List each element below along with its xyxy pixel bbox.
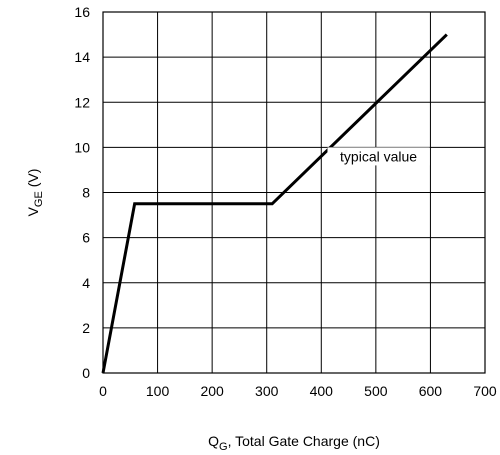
x-tick-labels: 0 100 200 300 400 500 600 700 <box>99 383 497 399</box>
grid-lines <box>102 11 486 374</box>
plot-frame <box>102 11 486 374</box>
y-tick-label: 12 <box>74 94 90 110</box>
annotation-label: typical value <box>340 148 417 164</box>
y-tick-label: 16 <box>74 4 90 20</box>
y-tick-label: 2 <box>82 320 90 336</box>
y-tick-label: 8 <box>82 185 90 201</box>
x-tick-label: 0 <box>99 383 107 399</box>
x-tick-label: 400 <box>310 383 334 399</box>
series-line <box>101 33 448 374</box>
y-axis-title: VGE (V) <box>25 169 45 217</box>
x-tick-label: 600 <box>419 383 443 399</box>
x-tick-label: 300 <box>255 383 279 399</box>
x-tick-label: 500 <box>364 383 388 399</box>
x-tick-label: 100 <box>146 383 170 399</box>
y-tick-label: 10 <box>74 139 90 155</box>
x-tick-label: 700 <box>473 383 497 399</box>
series-group <box>101 33 448 374</box>
y-tick-label: 6 <box>82 230 90 246</box>
y-tick-label: 4 <box>82 275 90 291</box>
annotations: typical value <box>327 147 430 166</box>
annotation-background <box>327 147 430 166</box>
y-tick-labels: 0 2 4 6 8 10 12 14 16 <box>74 4 90 381</box>
y-tick-label: 0 <box>82 365 90 381</box>
x-axis-title: QG, Total Gate Charge (nC) <box>208 433 380 453</box>
x-tick-label: 200 <box>200 383 224 399</box>
y-tick-label: 14 <box>74 49 90 65</box>
